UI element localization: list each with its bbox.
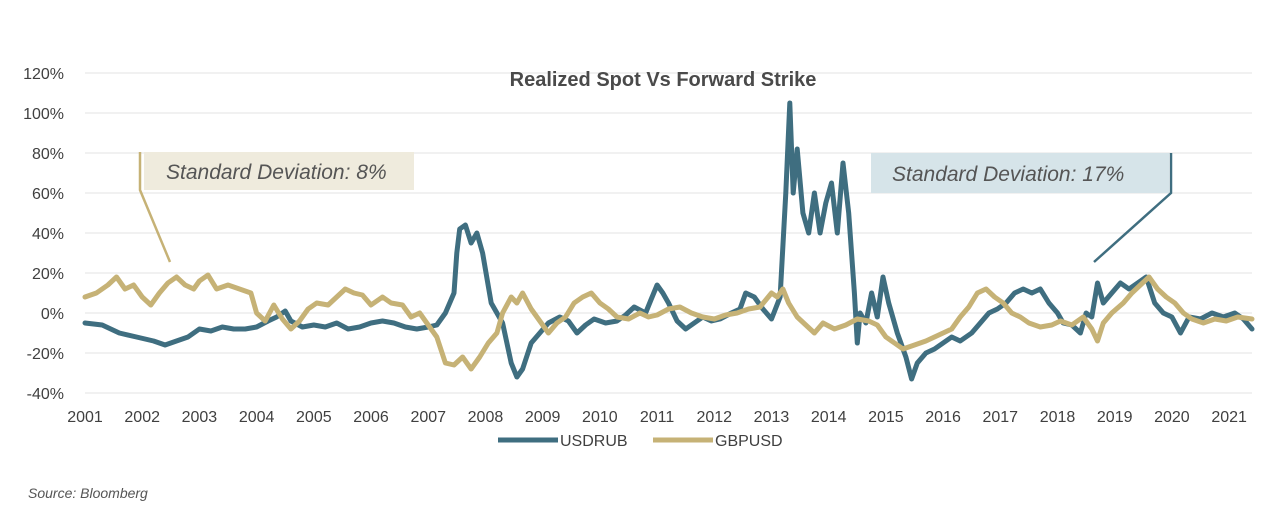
- x-tick-label: 2018: [1040, 409, 1076, 426]
- x-tick-label: 2007: [410, 409, 446, 426]
- series-lines: [82, 100, 1255, 382]
- y-tick-label: 40%: [32, 226, 64, 243]
- annotation-box-gbpusd: [144, 152, 414, 190]
- x-axis-ticks: 2001 2002 2003 2004 2005 2006 2007 2008 2009 2010…: [67, 409, 1247, 426]
- x-tick-label: 2015: [868, 409, 904, 426]
- chart-title: Realized Spot Vs Forward Strike: [510, 69, 817, 91]
- grid-lines: [85, 72, 1252, 394]
- annotation-text-gbpusd: Standard Deviation: 8%: [166, 161, 387, 184]
- x-tick-label: 2003: [182, 409, 218, 426]
- y-axis-ticks: 120% 100% 80% 60% 40% 20% 0% -20% -40%: [23, 66, 64, 403]
- x-tick-label: 2011: [640, 409, 675, 426]
- y-tick-label: 20%: [32, 266, 64, 283]
- annotations: Standard Deviation: 8% Standard Deviation…: [138, 152, 1173, 263]
- x-tick-label: 2020: [1154, 409, 1190, 426]
- legend-label-gbpusd: GBPUSD: [715, 433, 783, 450]
- x-tick-label: 2002: [124, 409, 160, 426]
- x-tick-label: 2006: [353, 409, 389, 426]
- y-tick-label: 0%: [41, 306, 64, 323]
- x-tick-label: 2004: [239, 409, 275, 426]
- annotation-leader-usdrub: [1093, 153, 1173, 263]
- x-tick-label: 2012: [696, 409, 732, 426]
- annotation-box-usdrub: [871, 153, 1169, 193]
- x-tick-label: 2016: [925, 409, 961, 426]
- x-tick-label: 2021: [1211, 409, 1247, 426]
- annotation-text-usdrub: Standard Deviation: 17%: [892, 163, 1124, 186]
- chart-title-text: Realized Spot Vs Forward Strike: [510, 69, 817, 91]
- x-tick-label: 2013: [754, 409, 790, 426]
- legend-label-usdrub: USDRUB: [560, 433, 628, 450]
- y-tick-label: 80%: [32, 146, 64, 163]
- annotation-leader-gbpusd: [138, 152, 172, 263]
- y-tick-label: 120%: [23, 66, 64, 83]
- series-line-gbpusd: [82, 272, 1255, 372]
- x-tick-label: 2019: [1097, 409, 1133, 426]
- x-tick-label: 2014: [811, 409, 847, 426]
- x-tick-label: 2010: [582, 409, 618, 426]
- x-tick-label: 2009: [525, 409, 561, 426]
- series-line-usdrub: [82, 100, 1255, 382]
- y-tick-label: 60%: [32, 186, 64, 203]
- y-tick-label: 100%: [23, 106, 64, 123]
- source-note: Source: Bloomberg: [28, 485, 148, 501]
- x-tick-label: 2005: [296, 409, 332, 426]
- y-tick-label: -40%: [27, 386, 64, 403]
- y-tick-label: -20%: [27, 346, 64, 363]
- x-tick-label: 2001: [67, 409, 103, 426]
- x-tick-label: 2017: [982, 409, 1018, 426]
- legend: USDRUB GBPUSD: [498, 433, 783, 450]
- x-tick-label: 2008: [468, 409, 504, 426]
